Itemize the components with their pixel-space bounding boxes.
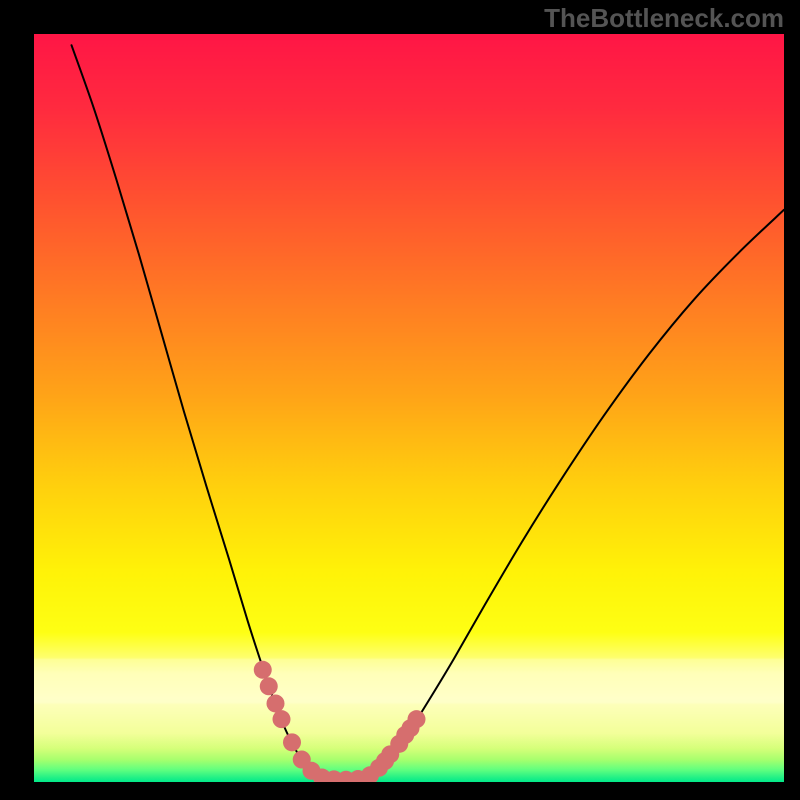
data-marker xyxy=(254,661,272,679)
watermark-text: TheBottleneck.com xyxy=(544,3,784,34)
chart-stage: TheBottleneck.com xyxy=(0,0,800,800)
bottleneck-curve xyxy=(72,45,785,780)
data-marker xyxy=(273,710,291,728)
data-marker xyxy=(283,733,301,751)
data-marker xyxy=(260,677,278,695)
plot-group xyxy=(72,45,785,789)
chart-svg xyxy=(0,0,800,800)
data-marker xyxy=(267,694,285,712)
data-marker xyxy=(408,710,426,728)
